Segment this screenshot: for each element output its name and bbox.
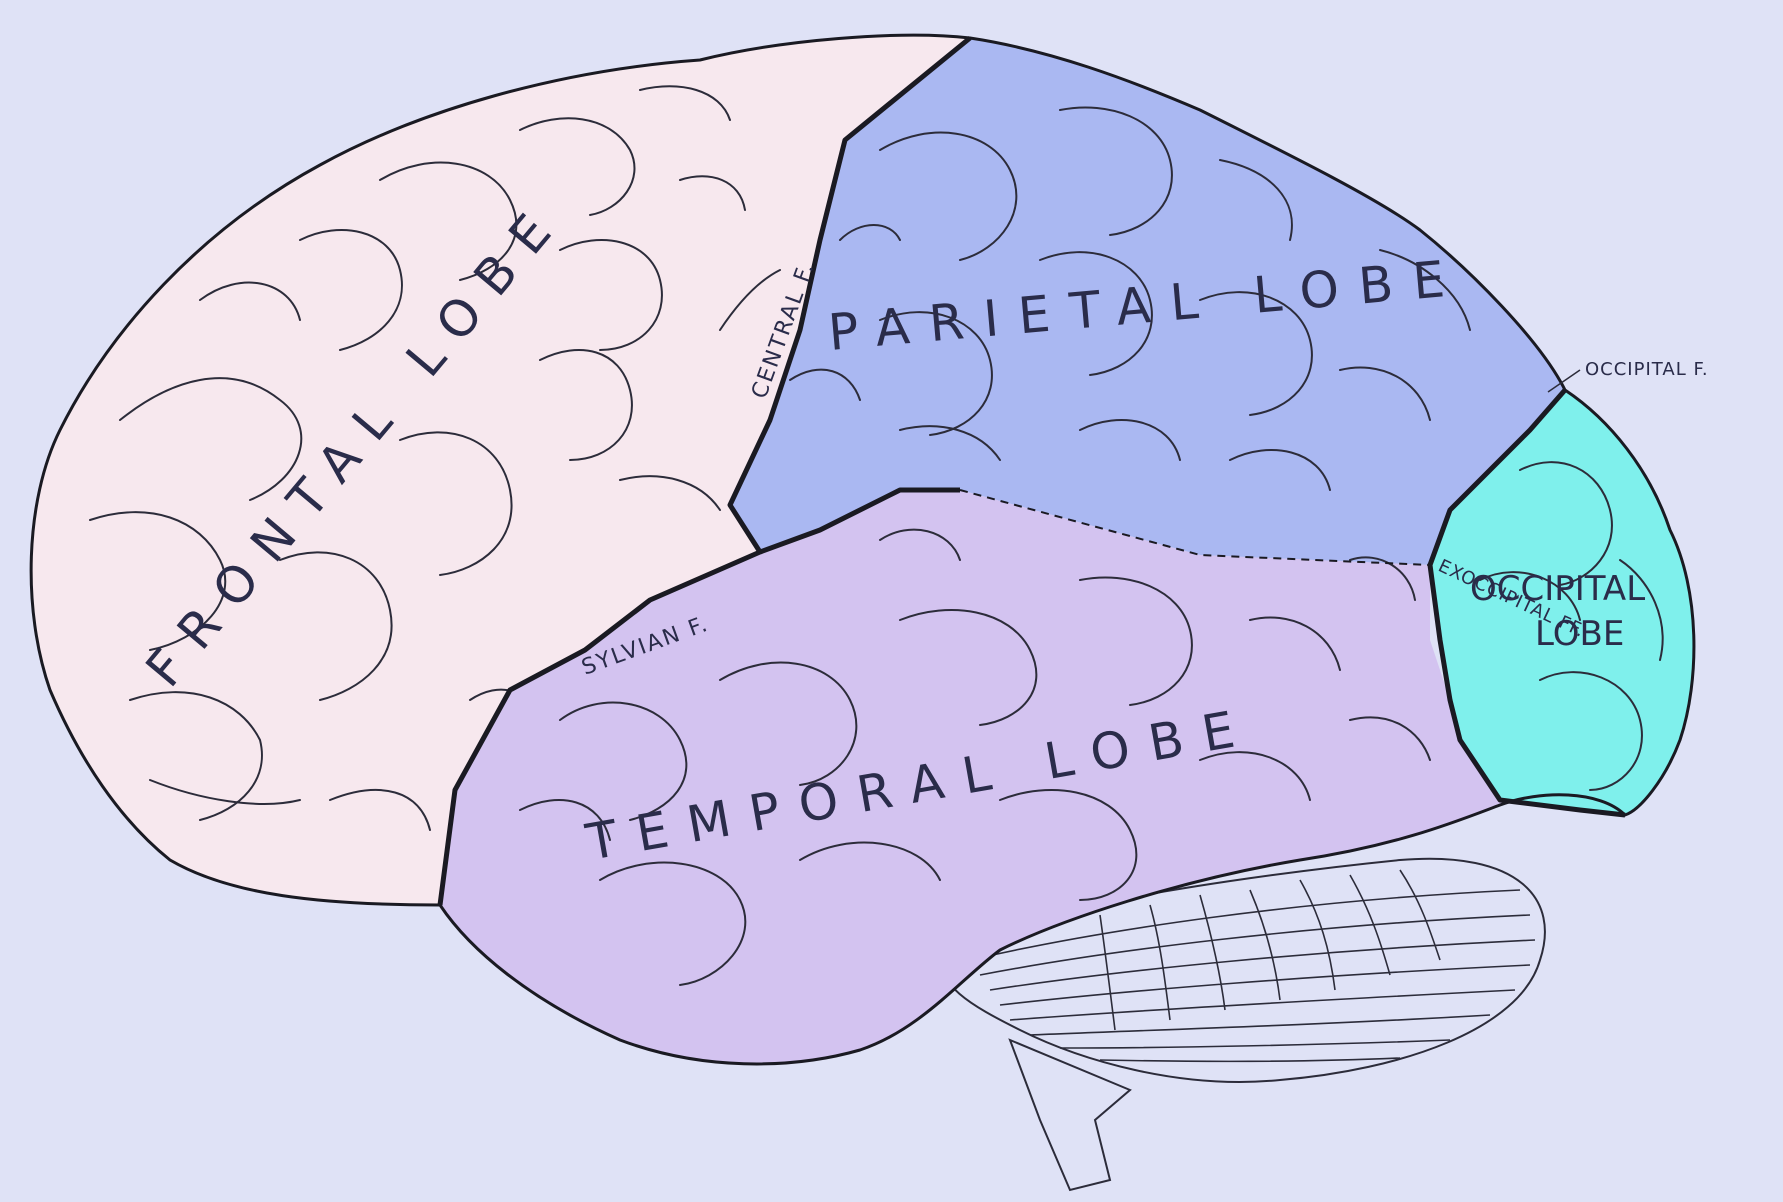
frontal-lobe-shape [31,35,971,906]
cerebellum-folia [969,869,1536,1063]
occipital-gyri [1479,461,1664,791]
parietal-lobe [730,38,1565,565]
occipital-lobe-label-line2: LOBE [1535,614,1624,654]
occipital-fissure-label: OCCIPITAL F. [1585,359,1709,380]
temporal-lobe-shape [440,490,1620,1064]
brain-outline [29,33,1696,1066]
temporal-gyri [519,528,1431,986]
central-fissure-line [727,36,972,554]
temporal-lobe [440,490,1620,1064]
occipital-lobe-label-line1: OCCIPITAL [1470,569,1645,609]
brainstem-shape [1008,1038,1132,1192]
frontal-lobe [31,35,971,906]
sylvian-fissure-line [437,487,960,906]
parietal-gyri [789,106,1471,491]
occipital-lobe-shape [1430,390,1694,815]
occipital-fissure-pointer [1547,369,1581,393]
